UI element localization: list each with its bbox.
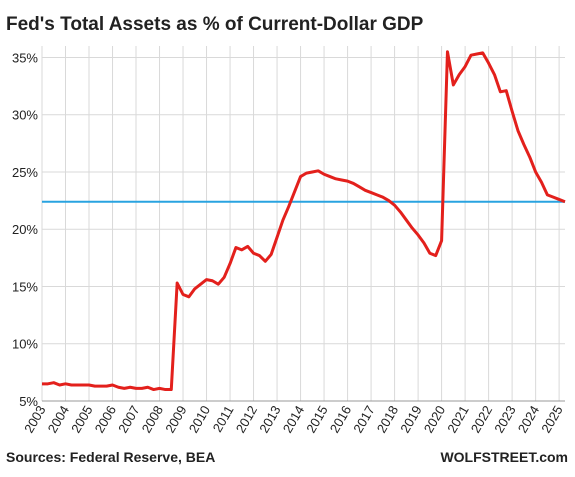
x-tick-label: 2011: [210, 403, 237, 435]
y-tick-label: 10%: [12, 337, 38, 352]
x-tick-label: 2019: [397, 403, 424, 436]
y-tick-label: 35%: [12, 50, 38, 65]
y-tick-label: 15%: [12, 279, 38, 294]
x-tick-label: 2023: [491, 403, 518, 436]
x-tick-label: 2009: [162, 403, 189, 436]
x-tick-label: 2010: [186, 403, 213, 436]
x-tick-label: 2007: [115, 403, 142, 436]
y-tick-label: 30%: [12, 108, 38, 123]
x-tick-label: 2012: [233, 403, 260, 436]
x-tick-label: 2025: [538, 403, 565, 436]
x-tick-label: 2024: [515, 403, 542, 436]
x-tick-label: 2016: [327, 403, 354, 436]
source: Sources: Federal Reserve, BEA: [6, 449, 215, 465]
x-tick-label: 2013: [256, 403, 283, 436]
credit: WOLFSTREET.com: [440, 449, 568, 465]
x-tick-label: 2005: [68, 403, 95, 436]
y-tick-label: 25%: [12, 165, 38, 180]
x-tick-label: 2022: [468, 403, 495, 436]
x-tick-label: 2020: [421, 403, 448, 436]
x-tick-label: 2015: [303, 403, 330, 436]
data-line: [42, 50, 566, 392]
x-tick-label: 2006: [92, 403, 119, 436]
x-tick-label: 2008: [139, 403, 166, 436]
x-tick-label: 2004: [45, 403, 72, 436]
x-tick-label: 2018: [374, 403, 401, 436]
x-tick-label: 2014: [280, 403, 307, 436]
y-tick-label: 20%: [12, 222, 38, 237]
chart-title: Fed's Total Assets as % of Current-Dolla…: [6, 14, 424, 35]
y-tick-label: 5%: [19, 394, 38, 409]
x-tick-label: 2021: [444, 403, 471, 436]
x-tick-label: 2017: [350, 403, 377, 436]
